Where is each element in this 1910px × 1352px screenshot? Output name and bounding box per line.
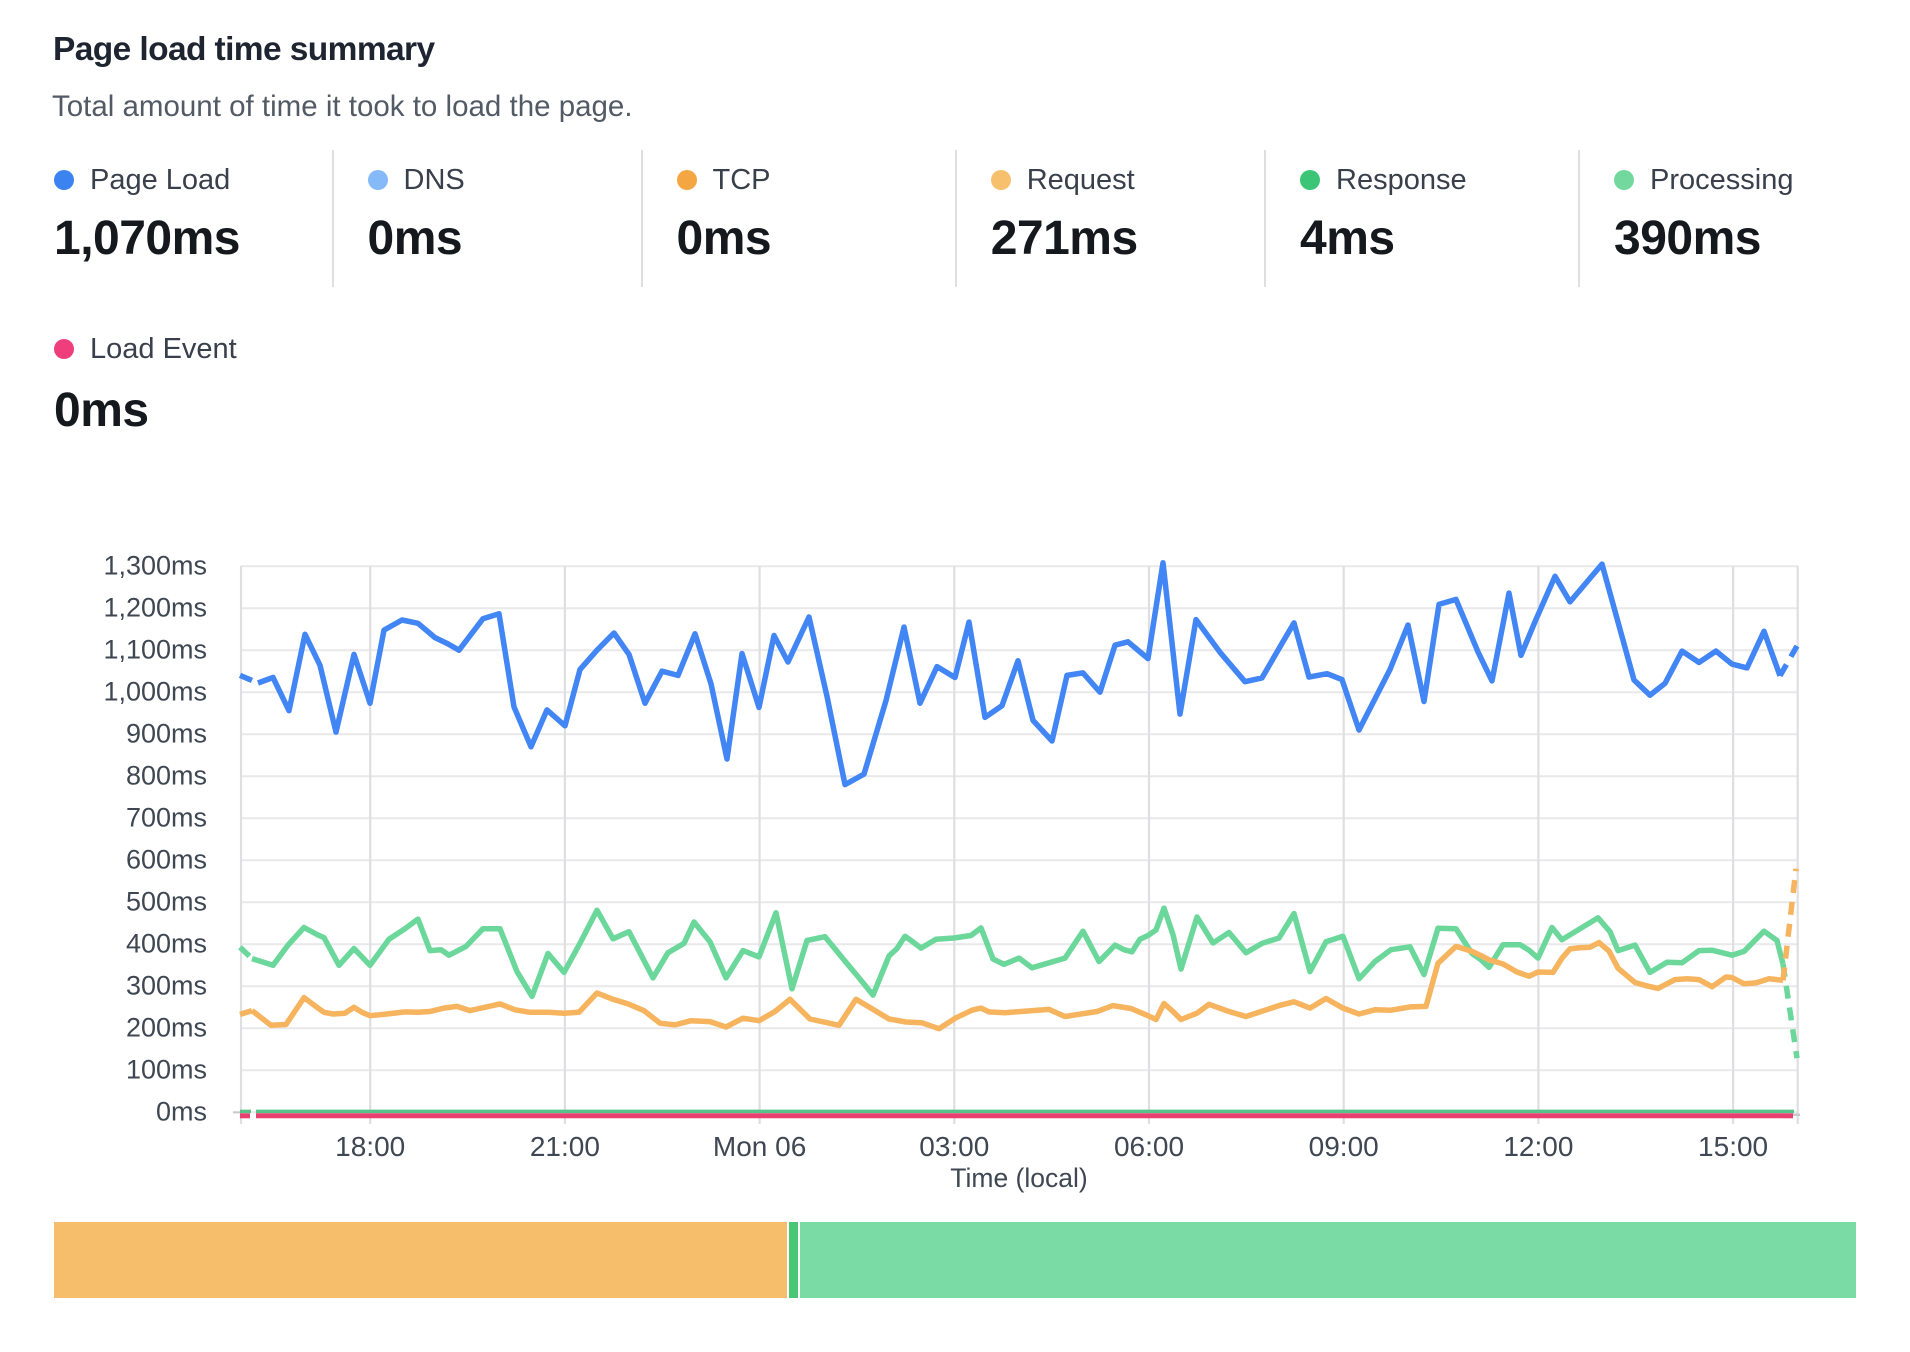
svg-text:200ms: 200ms (126, 1013, 207, 1043)
svg-text:700ms: 700ms (126, 802, 207, 832)
svg-text:900ms: 900ms (126, 718, 207, 748)
svg-text:0ms: 0ms (156, 1097, 207, 1127)
svg-text:03:00: 03:00 (919, 1131, 989, 1162)
svg-text:1,300ms: 1,300ms (103, 550, 207, 580)
svg-text:Mon 06: Mon 06 (713, 1131, 806, 1162)
svg-text:400ms: 400ms (126, 929, 207, 959)
svg-text:15:00: 15:00 (1698, 1131, 1768, 1162)
svg-text:800ms: 800ms (126, 760, 207, 790)
svg-text:1,200ms: 1,200ms (103, 592, 207, 622)
svg-text:18:00: 18:00 (335, 1131, 405, 1162)
svg-text:500ms: 500ms (126, 887, 207, 917)
svg-text:12:00: 12:00 (1503, 1131, 1573, 1162)
svg-text:300ms: 300ms (126, 971, 207, 1001)
svg-text:09:00: 09:00 (1309, 1131, 1379, 1162)
svg-text:06:00: 06:00 (1114, 1131, 1184, 1162)
svg-text:100ms: 100ms (126, 1055, 207, 1085)
svg-text:600ms: 600ms (126, 844, 207, 874)
svg-text:21:00: 21:00 (530, 1131, 600, 1162)
svg-text:1,100ms: 1,100ms (103, 634, 207, 664)
svg-text:1,000ms: 1,000ms (103, 676, 207, 706)
svg-text:Time (local): Time (local) (950, 1163, 1087, 1193)
